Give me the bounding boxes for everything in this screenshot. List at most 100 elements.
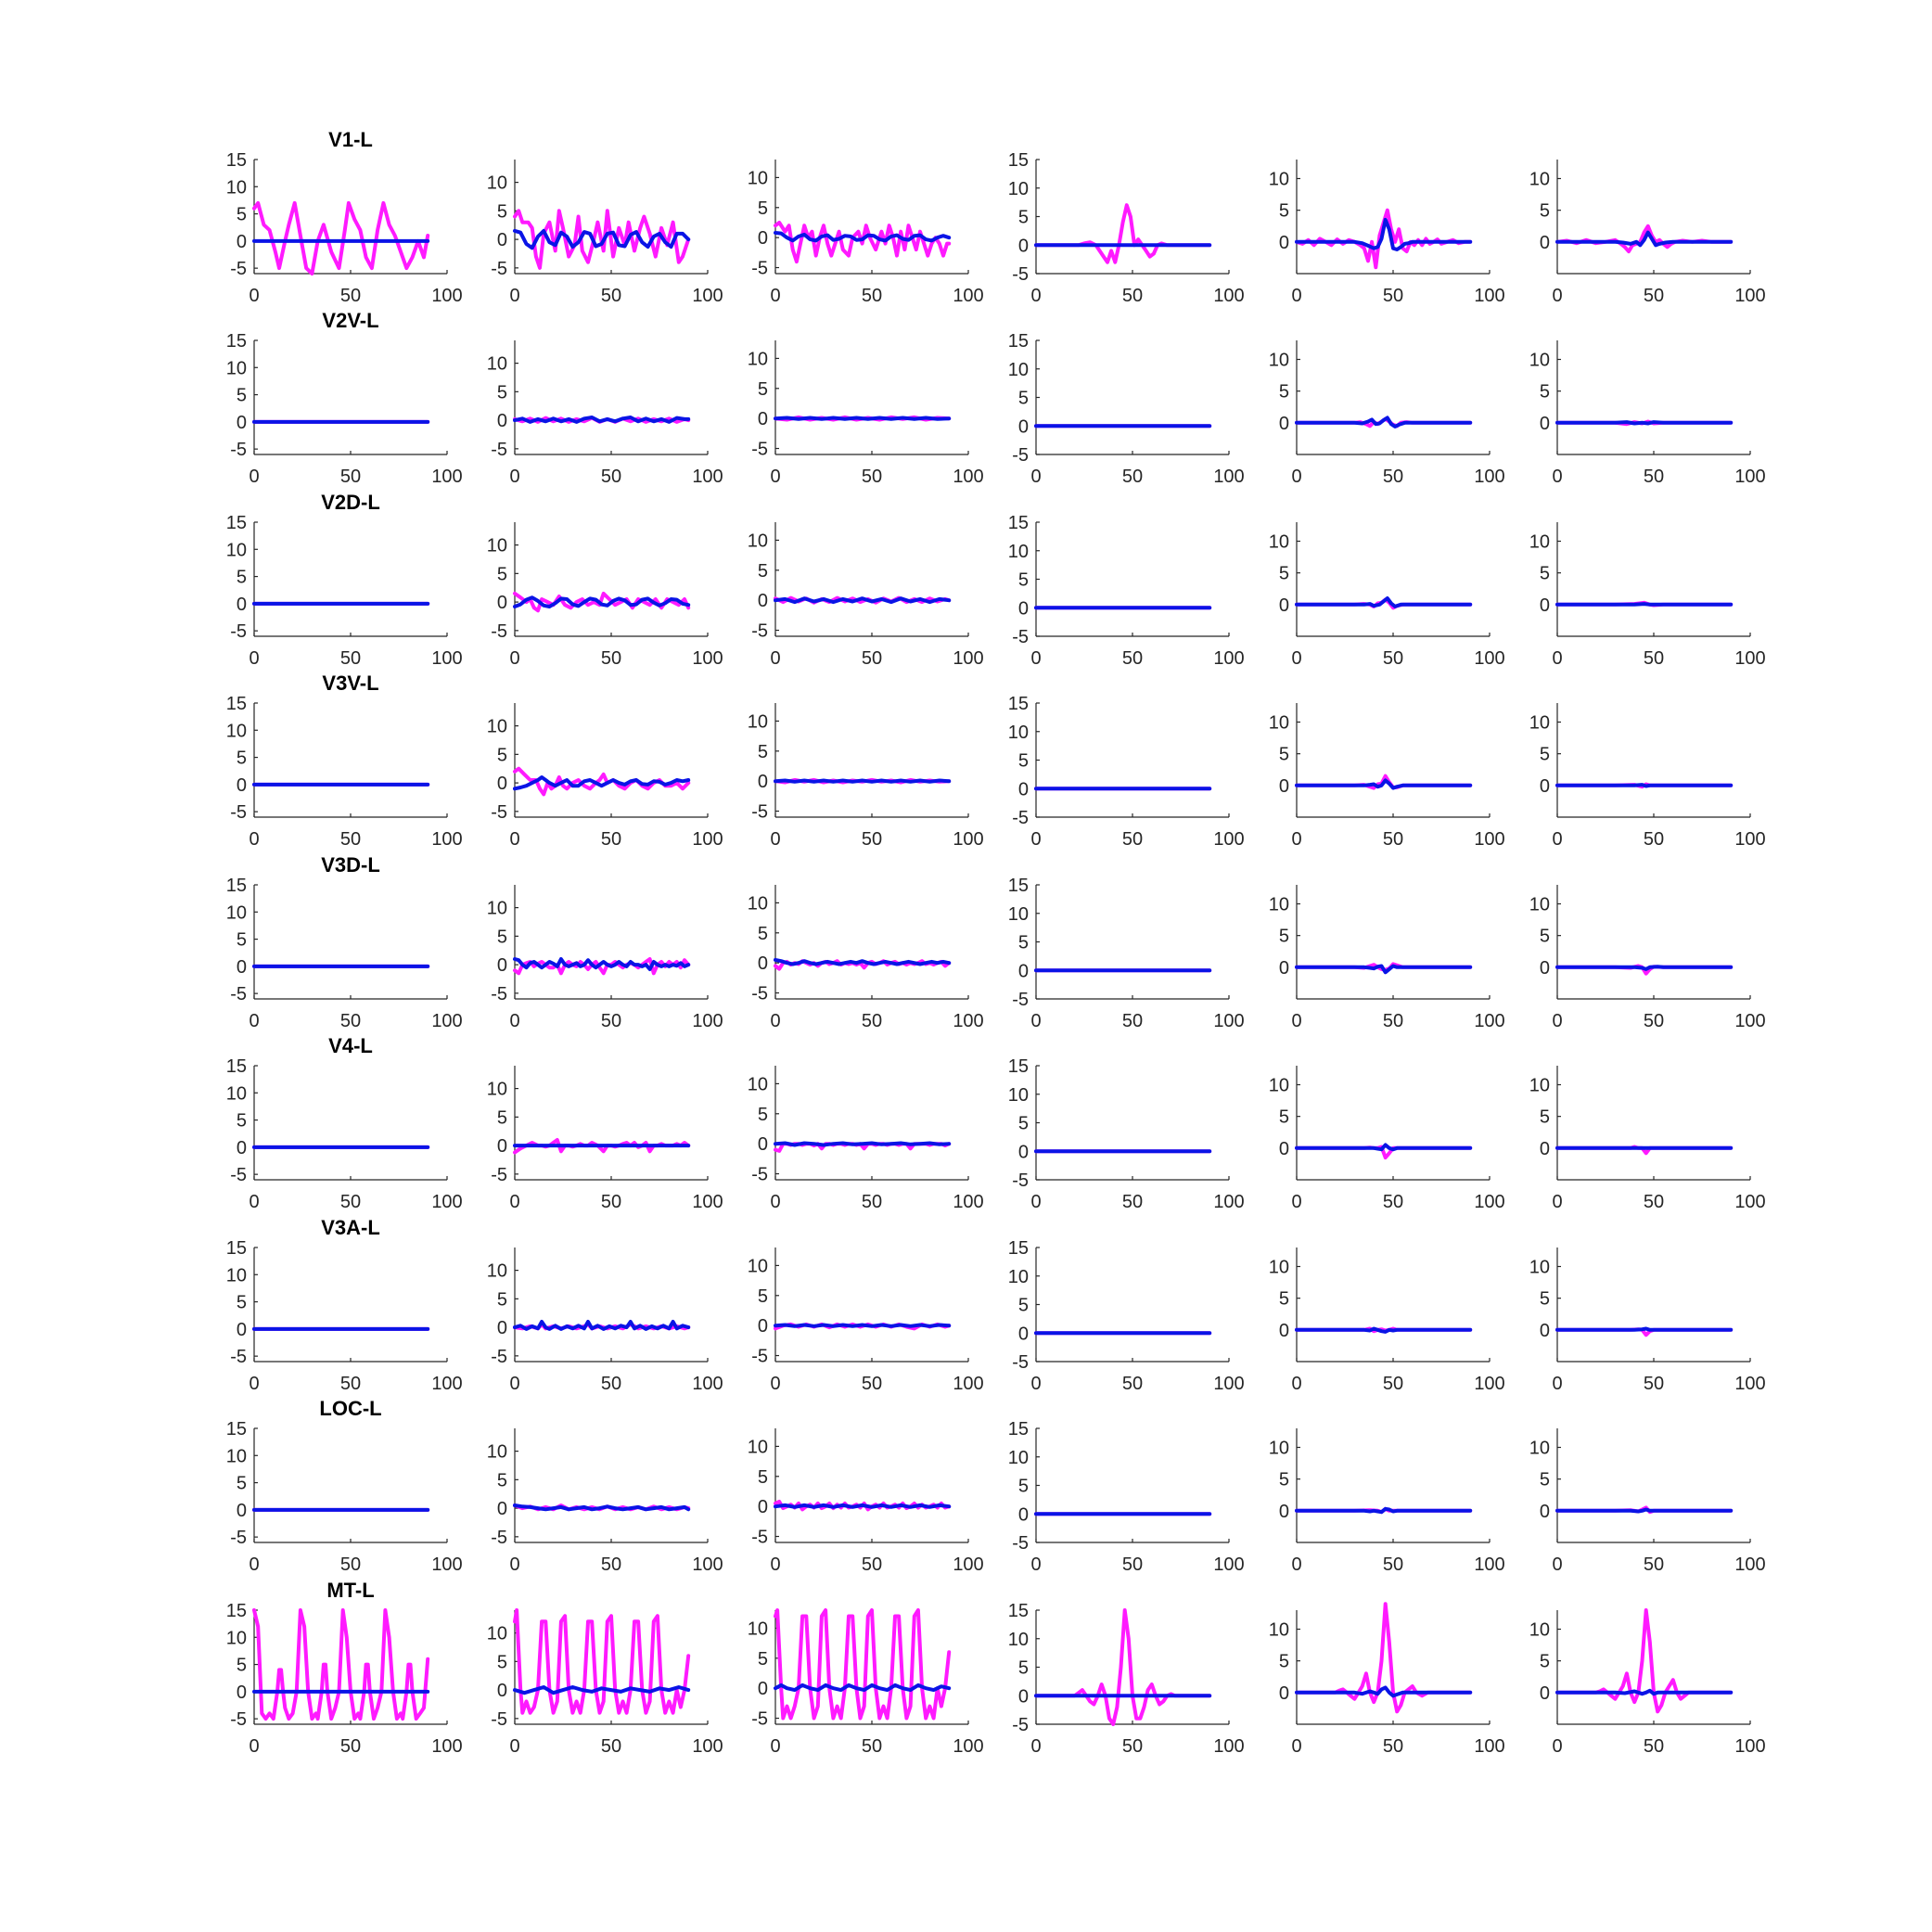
y-tick-label: 10 (1529, 1620, 1550, 1641)
x-tick-label: 50 (601, 467, 621, 487)
x-tick-label: 0 (1552, 286, 1562, 306)
x-tick-label: 50 (601, 1374, 621, 1394)
x-tick-label: 0 (1030, 648, 1041, 669)
y-tick-label: -5 (1012, 990, 1029, 1010)
x-tick-label: 50 (1122, 1374, 1143, 1394)
y-tick-label: 15 (226, 694, 247, 714)
x-tick-label: 50 (1383, 829, 1403, 850)
x-tick-label: 50 (1383, 1192, 1403, 1212)
y-tick-label: 0 (1279, 233, 1289, 253)
y-tick-label: 15 (226, 331, 247, 352)
y-tick-label: 5 (1279, 927, 1289, 947)
x-tick-label: 100 (431, 1192, 462, 1212)
x-tick-label: 0 (770, 1736, 780, 1757)
series-blue-line (513, 228, 691, 250)
x-tick-label: 0 (1030, 286, 1041, 306)
y-tick-label: 0 (237, 1683, 247, 1703)
y-tick-label: 0 (1279, 776, 1289, 797)
x-tick-label: 100 (1474, 467, 1504, 487)
x-tick-label: 50 (1644, 829, 1664, 850)
y-tick-label: -5 (491, 984, 507, 1004)
y-tick-label: -5 (1012, 1352, 1029, 1373)
x-tick-label: 0 (770, 1192, 780, 1212)
x-tick-label: 100 (431, 1736, 462, 1757)
y-tick-label: 5 (758, 1105, 768, 1125)
x-tick-label: 100 (1474, 1011, 1504, 1031)
x-tick-label: 0 (1030, 829, 1041, 850)
y-tick-label: 5 (1540, 1470, 1550, 1491)
y-tick-label: 5 (237, 1474, 247, 1494)
series-blue-line (1555, 602, 1734, 607)
x-tick-label: 0 (1030, 1555, 1041, 1575)
series-blue-line (774, 231, 952, 243)
x-tick-label: 0 (249, 286, 259, 306)
x-tick-label: 0 (1291, 648, 1301, 669)
series-magenta-line (1295, 1602, 1473, 1714)
x-tick-label: 100 (431, 1555, 462, 1575)
y-tick-label: 10 (487, 1080, 507, 1100)
x-tick-label: 100 (431, 286, 462, 306)
x-tick-label: 100 (1474, 1555, 1504, 1575)
x-tick-label: 50 (862, 1736, 882, 1757)
y-tick-label: 5 (1279, 745, 1289, 765)
x-tick-label: 50 (340, 1192, 361, 1212)
y-tick-label: 5 (237, 568, 247, 588)
series-magenta-line (1555, 1608, 1734, 1714)
y-tick-label: 0 (1018, 1324, 1029, 1344)
y-tick-label: 10 (226, 1265, 247, 1286)
y-tick-label: 0 (1279, 1321, 1289, 1341)
y-tick-label: 15 (1008, 150, 1029, 171)
y-tick-label: 5 (1279, 564, 1289, 584)
y-tick-label: 5 (497, 1107, 507, 1128)
y-tick-label: 0 (1540, 414, 1550, 434)
x-tick-label: 0 (770, 1011, 780, 1031)
y-tick-label: 15 (1008, 513, 1029, 533)
x-tick-label: 0 (770, 467, 780, 487)
x-tick-label: 50 (1383, 1374, 1403, 1394)
x-tick-label: 100 (1474, 1736, 1504, 1757)
panel-title: V3A-L (321, 1216, 380, 1239)
y-tick-label: 5 (758, 1467, 768, 1488)
y-tick-label: -5 (1012, 808, 1029, 828)
x-tick-label: 50 (1383, 1011, 1403, 1031)
x-tick-label: 100 (1734, 1192, 1765, 1212)
y-tick-label: 10 (1529, 1439, 1550, 1459)
x-tick-label: 100 (1213, 1192, 1244, 1212)
y-tick-label: 15 (226, 150, 247, 171)
y-tick-label: 0 (758, 1497, 768, 1517)
x-tick-label: 0 (509, 1555, 519, 1575)
y-tick-label: 10 (1269, 1439, 1289, 1459)
y-tick-label: 5 (1540, 745, 1550, 765)
y-tick-label: 5 (758, 924, 768, 944)
x-tick-label: 50 (340, 1555, 361, 1575)
x-tick-label: 50 (1383, 1555, 1403, 1575)
x-tick-label: 100 (1213, 1011, 1244, 1031)
y-tick-label: 5 (497, 1289, 507, 1310)
x-tick-label: 100 (1734, 467, 1765, 487)
y-tick-label: 0 (1018, 1686, 1029, 1707)
y-tick-label: -5 (491, 440, 507, 460)
y-tick-label: 0 (1279, 595, 1289, 616)
x-tick-label: 100 (692, 1374, 723, 1394)
y-tick-label: 5 (1540, 382, 1550, 403)
y-tick-label: 0 (758, 1679, 768, 1699)
x-tick-label: 100 (431, 648, 462, 669)
y-tick-label: 10 (1008, 542, 1029, 562)
x-tick-label: 50 (1122, 1011, 1143, 1031)
x-tick-label: 100 (1213, 467, 1244, 487)
x-tick-label: 0 (249, 1555, 259, 1575)
x-tick-label: 0 (1552, 1011, 1562, 1031)
